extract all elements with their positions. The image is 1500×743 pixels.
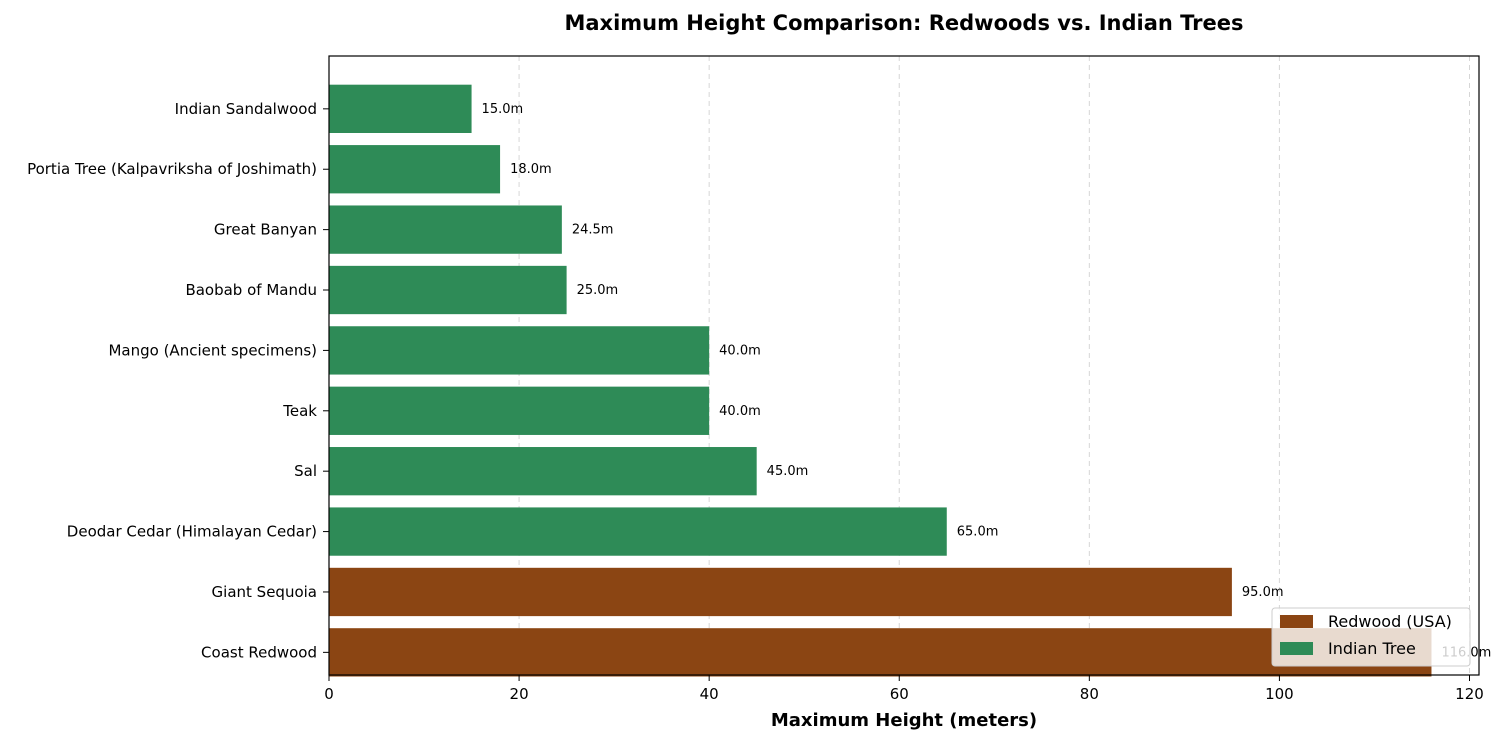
- category-label: Deodar Cedar (Himalayan Cedar): [67, 523, 317, 541]
- bar: [329, 628, 1432, 677]
- bar: [329, 386, 710, 435]
- x-tick-label: 100: [1265, 685, 1294, 703]
- chart-title: Maximum Height Comparison: Redwoods vs. …: [564, 11, 1243, 35]
- data-label: 40.0m: [719, 343, 761, 358]
- data-label: 18.0m: [510, 162, 552, 177]
- data-label: 25.0m: [577, 283, 619, 298]
- plot-frame: [328, 55, 1480, 676]
- category-label: Teak: [282, 402, 317, 420]
- x-tick-label: 20: [510, 685, 529, 703]
- category-label: Baobab of Mandu: [185, 281, 317, 299]
- data-label: 40.0m: [719, 404, 761, 419]
- category-label: Indian Sandalwood: [175, 100, 317, 118]
- x-tick-label: 60: [890, 685, 909, 703]
- data-label: 24.5m: [572, 223, 614, 238]
- legend-swatch: [1280, 642, 1313, 655]
- data-label: 15.0m: [482, 102, 524, 117]
- category-label: Mango (Ancient specimens): [108, 341, 317, 359]
- bar: [329, 326, 710, 375]
- bar: [329, 84, 472, 133]
- x-axis-ticks: 0 20 40 60 80 100 120: [324, 675, 1484, 703]
- x-tick-label: 0: [324, 685, 334, 703]
- bar: [329, 145, 501, 194]
- bar: [329, 205, 562, 254]
- data-label: 65.0m: [957, 525, 999, 540]
- data-label: 45.0m: [767, 464, 809, 479]
- x-tick-label: 120: [1455, 685, 1484, 703]
- bar: [329, 447, 757, 496]
- bars: [329, 84, 1432, 677]
- legend-box: [1271, 607, 1471, 667]
- legend-label: Indian Tree: [1328, 639, 1416, 658]
- data-labels: 15.0m 18.0m 24.5m 25.0m 40.0m 40.0m 45.0m 65.0m…: [482, 102, 1492, 661]
- x-tick-label: 80: [1080, 685, 1099, 703]
- legend: Redwood (USA) Indian Tree: [1271, 607, 1471, 667]
- bar: [329, 567, 1232, 617]
- category-label: Coast Redwood: [201, 643, 317, 661]
- bar: [329, 265, 567, 315]
- x-axis-label: Maximum Height (meters): [771, 710, 1037, 731]
- bar: [329, 507, 947, 556]
- category-label: Sal: [294, 462, 317, 480]
- category-label: Great Banyan: [214, 221, 317, 239]
- category-labels: Indian Sandalwood Portia Tree (Kalpavriks…: [27, 100, 329, 661]
- legend-label: Redwood (USA): [1328, 612, 1452, 631]
- category-label: Giant Sequoia: [212, 583, 317, 601]
- legend-swatch: [1280, 615, 1313, 628]
- data-label: 95.0m: [1242, 585, 1284, 600]
- x-tick-label: 40: [700, 685, 719, 703]
- category-label: Portia Tree (Kalpavriksha of Joshimath): [27, 160, 317, 178]
